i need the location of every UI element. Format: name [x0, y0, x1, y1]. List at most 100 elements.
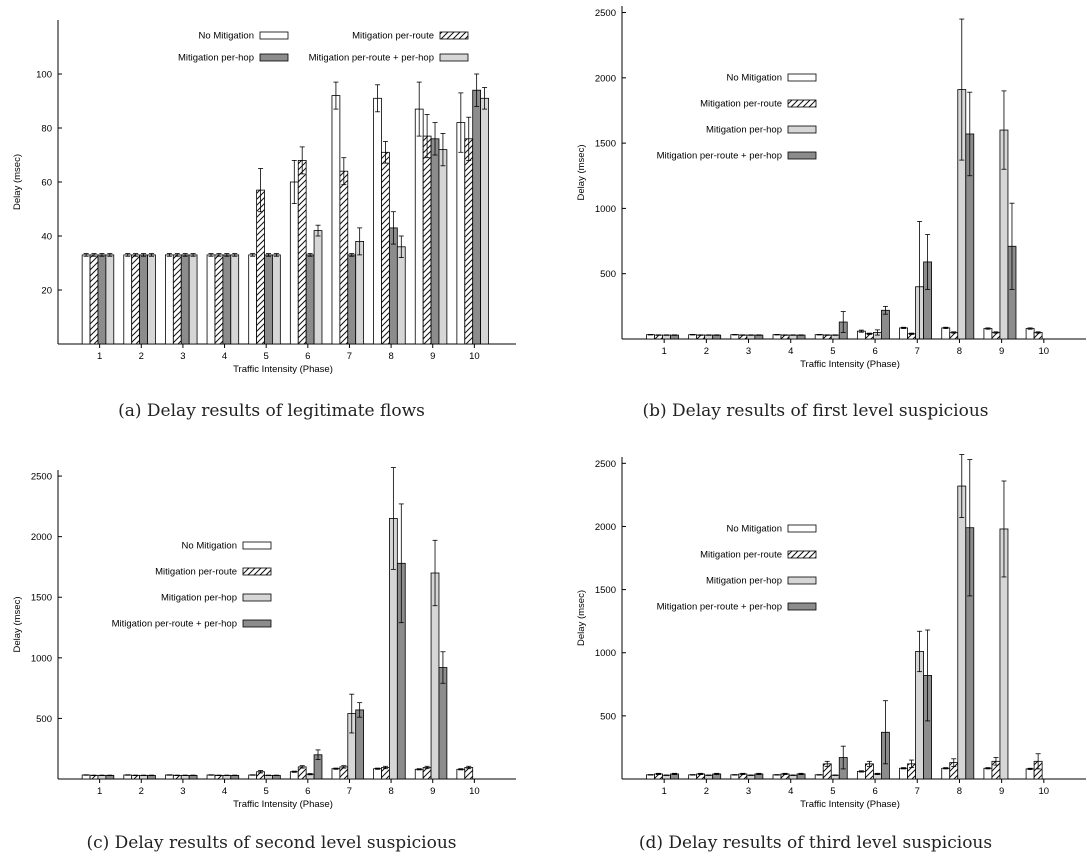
bar — [188, 254, 198, 345]
legend-swatch — [787, 151, 817, 160]
x-tick-label: 10 — [469, 351, 480, 362]
legend-swatch — [439, 53, 469, 62]
x-tick-label: 9 — [430, 351, 435, 362]
x-tick-label: 5 — [830, 786, 835, 797]
y-tick-label: 500 — [600, 269, 616, 280]
legend-swatch — [787, 576, 817, 585]
y-tick-label: 2500 — [595, 459, 616, 470]
x-tick-label: 2 — [139, 351, 144, 362]
x-tick-label: 1 — [662, 786, 667, 797]
legend-swatch — [787, 524, 817, 533]
bar — [941, 327, 951, 340]
bar — [230, 254, 240, 345]
y-tick-label: 1500 — [595, 585, 616, 596]
chart-panel-c: 500 1000 1500 2000 2500 Delay (msec) Traffic I… — [0, 433, 543, 865]
bar — [957, 485, 967, 780]
legend-swatch — [787, 73, 817, 82]
legend-label: Mitigation per-route + per-hop — [309, 53, 434, 64]
legend-label: Mitigation per-hop — [178, 53, 254, 64]
bar — [331, 95, 341, 345]
y-tick-label: 100 — [36, 70, 52, 81]
x-tick-label: 8 — [957, 346, 962, 357]
x-axis-label: Traffic Intensity (Phase) — [233, 364, 333, 375]
legend-label: Mitigation per-hop — [161, 593, 237, 604]
x-tick-label: 10 — [469, 786, 480, 797]
x-tick-label: 3 — [180, 351, 185, 362]
x-tick-label: 10 — [1039, 786, 1050, 797]
bar — [456, 122, 466, 345]
y-tick-label: 2000 — [595, 73, 616, 84]
y-tick-label: 1000 — [31, 653, 52, 664]
bar — [438, 667, 448, 780]
bar — [264, 254, 273, 345]
bar — [147, 254, 156, 345]
legend-label: No Mitigation — [182, 541, 237, 552]
x-tick-label: 4 — [222, 351, 227, 362]
bar — [139, 254, 148, 345]
chart-panel-b: 500 1000 1500 2000 2500 Delay (msec) Traffic I… — [544, 0, 1087, 432]
bar — [355, 240, 365, 345]
bar — [856, 771, 866, 780]
bar — [414, 768, 424, 780]
y-tick-label: 2500 — [31, 472, 52, 483]
x-tick-label: 6 — [305, 786, 310, 797]
bar — [81, 254, 91, 345]
legend-swatch — [787, 602, 817, 611]
bar — [389, 227, 398, 345]
x-tick-label: 7 — [347, 351, 352, 362]
bar — [123, 254, 133, 345]
bar — [472, 89, 482, 345]
legend-swatch — [242, 593, 272, 602]
bar — [456, 768, 466, 780]
bar — [172, 254, 182, 345]
legend-swatch — [259, 53, 289, 62]
legend-label: Mitigation per-route — [700, 99, 782, 110]
x-tick-label: 10 — [1039, 346, 1050, 357]
legend-swatch — [439, 31, 469, 40]
x-tick-label: 4 — [222, 786, 227, 797]
bar — [89, 254, 99, 345]
bar — [899, 327, 908, 340]
x-tick-label: 8 — [388, 786, 393, 797]
y-axis-label: Delay (msec) — [12, 154, 23, 210]
y-tick-label: 80 — [41, 124, 52, 135]
chart-caption-c: (c) Delay results of second level suspic… — [86, 833, 457, 853]
legend-label: Mitigation per-route — [155, 567, 237, 578]
x-tick-label: 1 — [662, 346, 667, 357]
bar — [222, 254, 232, 345]
bar — [347, 254, 357, 345]
bar — [1025, 768, 1035, 780]
x-tick-label: 6 — [872, 786, 877, 797]
x-axis-label: Traffic Intensity (Phase) — [800, 799, 900, 810]
x-tick-label: 9 — [430, 786, 435, 797]
legend-label: Mitigation per-hop — [706, 125, 782, 136]
x-tick-label: 8 — [388, 351, 393, 362]
x-tick-label: 2 — [704, 346, 709, 357]
bar — [438, 149, 448, 345]
bar — [180, 254, 190, 345]
legend-swatch — [242, 567, 272, 576]
y-tick-label: 20 — [41, 286, 52, 297]
legend-swatch — [259, 31, 289, 40]
bar — [355, 709, 365, 780]
y-tick-label: 60 — [41, 178, 52, 189]
bar — [381, 151, 390, 345]
x-tick-label: 7 — [915, 786, 920, 797]
x-tick-label: 2 — [139, 786, 144, 797]
legend-label: Mitigation per-route — [700, 550, 782, 561]
x-axis-label: Traffic Intensity (Phase) — [800, 359, 900, 370]
bar — [289, 771, 299, 780]
x-tick-label: 2 — [704, 786, 709, 797]
bar — [131, 254, 141, 345]
legend-label: Mitigation per-route + per-hop — [657, 151, 782, 162]
bar — [297, 159, 307, 345]
bar — [983, 328, 993, 340]
legend-swatch — [242, 541, 272, 550]
bar — [422, 767, 432, 780]
x-tick-label: 3 — [180, 786, 185, 797]
chart-panel-a: 20 40 60 80 100 Delay (msec) Traffic Intensity… — [0, 0, 543, 432]
y-tick-label: 500 — [600, 711, 616, 722]
y-axis-label: Delay (msec) — [576, 145, 587, 201]
bar — [464, 767, 474, 780]
bar — [272, 254, 281, 345]
